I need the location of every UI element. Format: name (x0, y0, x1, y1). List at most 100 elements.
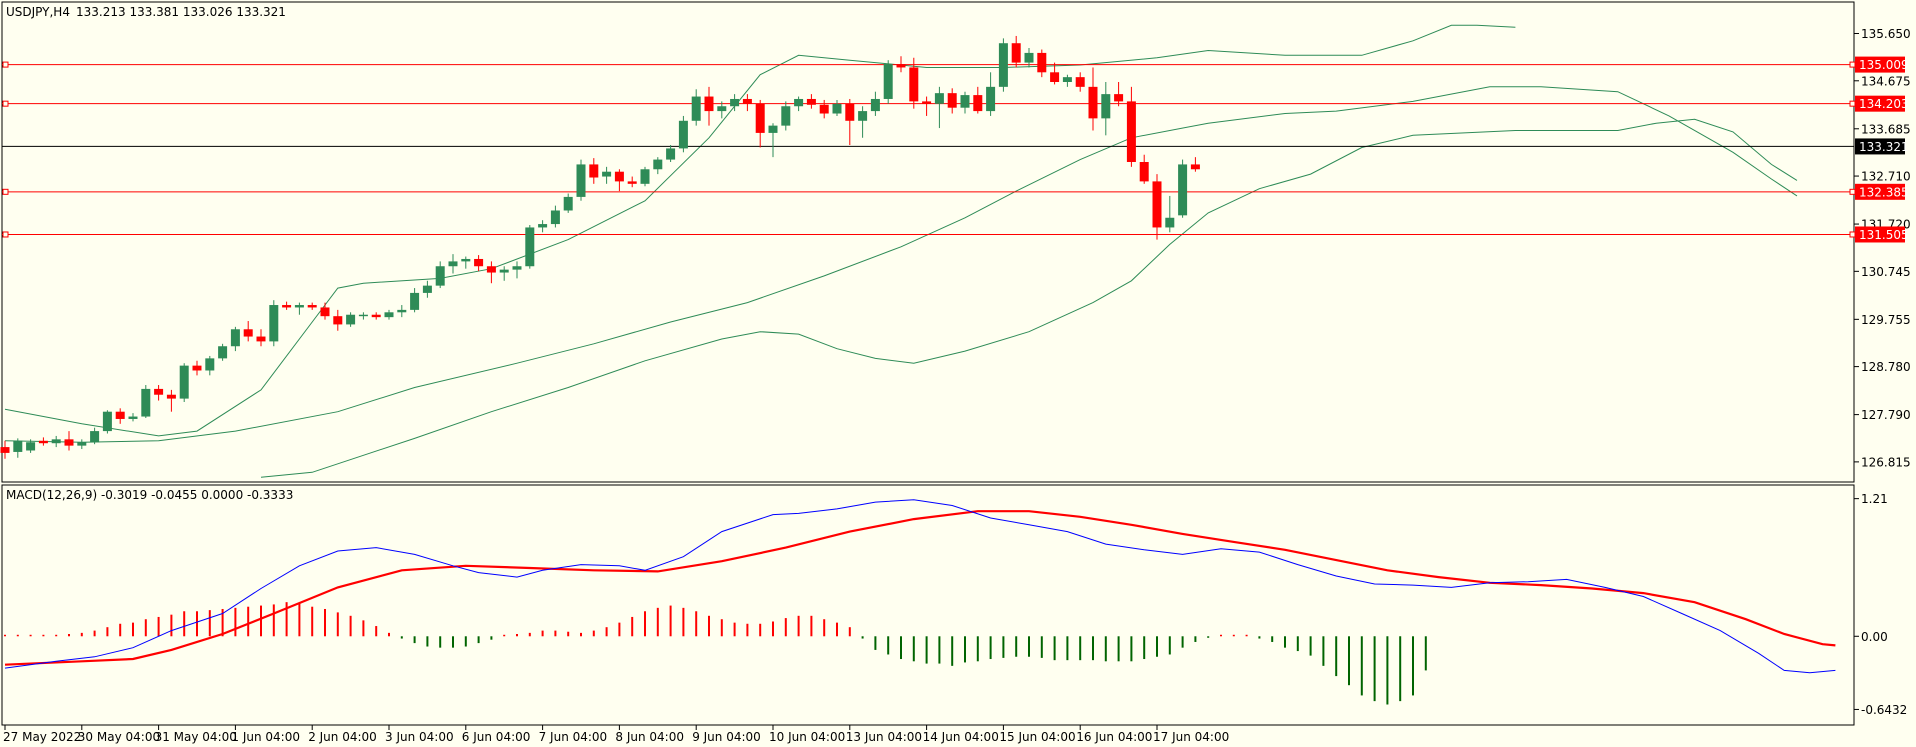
bear-candle (845, 98, 855, 146)
bear-candle (1139, 154, 1149, 184)
candle-body (358, 314, 368, 317)
candle-body (947, 93, 957, 108)
bear-candle (1050, 62, 1060, 85)
bear-candle (282, 301, 292, 310)
candle-body (781, 106, 791, 126)
bull-candle (512, 261, 522, 279)
candle-body (538, 224, 548, 228)
bull-candle (205, 355, 215, 376)
bear-candle (1088, 67, 1098, 131)
candle-body (1178, 164, 1188, 216)
bull-candle (550, 205, 560, 228)
bear-candle (256, 329, 266, 347)
price-tick-label: 133.685 (1861, 122, 1911, 136)
candle-body (1126, 101, 1136, 162)
level-handle[interactable] (2, 188, 9, 195)
level-handle[interactable] (2, 231, 9, 238)
bear-candle (1037, 49, 1047, 78)
candle-body (1024, 52, 1034, 63)
bull-candle (269, 300, 279, 347)
macd-pane[interactable]: 1.21 0.00 -0.6432 MACD(12,26,9) -0.3019 -0… (1, 484, 1907, 726)
bull-candle (141, 385, 151, 418)
candle-body (179, 365, 189, 399)
bull-candle (998, 38, 1008, 92)
bull-candle (410, 288, 420, 313)
bull-candle (26, 439, 36, 453)
bull-candle (448, 254, 458, 274)
candle-body (90, 431, 100, 443)
candle-body (1190, 164, 1200, 170)
time-tick-label: 1 Jun 04:00 (231, 730, 300, 744)
bull-candle (422, 280, 432, 298)
time-tick-label: 6 Jun 04:00 (462, 730, 531, 744)
bear-candle (371, 312, 381, 320)
level-handle[interactable] (2, 100, 9, 107)
bear-candle (1126, 86, 1136, 167)
candle-body (141, 388, 151, 417)
bear-candle (896, 56, 906, 73)
candle-body (640, 169, 650, 184)
bear-candle (320, 302, 330, 320)
macd-signal-line (4, 510, 1836, 666)
bull-candle (461, 256, 471, 269)
bid-price-tag (1855, 138, 1905, 155)
bull-candle (678, 115, 688, 153)
time-tick-label: 16 Jun 04:00 (1076, 730, 1152, 744)
candle-body (269, 305, 279, 342)
bear-candle (922, 96, 932, 116)
chart-title: USDJPY,H4 (6, 5, 70, 19)
candle-body (883, 64, 893, 99)
candle-body (422, 285, 432, 293)
bull-candle (435, 261, 445, 289)
bear-candle (1190, 157, 1200, 172)
candle-body (1139, 162, 1149, 182)
bear-candle (614, 169, 624, 192)
candle-body (922, 101, 932, 104)
macd-axis: 1.21 0.00 -0.6432 (1854, 492, 1907, 717)
candle-body (384, 312, 394, 318)
bear-candle (166, 389, 176, 412)
bollinger-bands (4, 24, 1798, 478)
bear-candle (909, 57, 919, 109)
price-tick-label: 127.790 (1861, 408, 1911, 422)
level-handle[interactable] (1849, 61, 1856, 68)
macd-tick-label: 0.00 (1861, 630, 1888, 644)
candle-body (832, 103, 842, 114)
candle-body (461, 258, 471, 262)
candle-body (1152, 181, 1162, 228)
level-handle[interactable] (1849, 231, 1856, 238)
candle-body (704, 96, 714, 112)
bear-candle (333, 309, 343, 331)
bull-candle (934, 86, 944, 129)
candle-body (614, 171, 624, 182)
bear-candle (973, 86, 983, 114)
candle-body (307, 305, 317, 308)
candle-body (589, 164, 599, 178)
price-pane[interactable]: 135.650134.675133.685132.710131.720130.7… (0, 1, 1911, 483)
time-tick-label: 17 Jun 04:00 (1153, 730, 1229, 744)
candle-body (742, 98, 752, 104)
candle-body (550, 210, 560, 225)
candle-body (230, 329, 240, 347)
candle-body (13, 440, 23, 452)
candle-body (410, 292, 420, 310)
candle-body (563, 196, 573, 211)
time-tick-label: 7 Jun 04:00 (539, 730, 608, 744)
bear-candle (1011, 35, 1021, 68)
bull-candle (781, 101, 791, 131)
candle-body (666, 148, 676, 160)
level-handle[interactable] (1849, 188, 1856, 195)
bull-candle (230, 326, 240, 352)
candle-body (26, 442, 36, 451)
level-handle[interactable] (2, 61, 9, 68)
time-tick-label: 8 Jun 04:00 (615, 730, 684, 744)
level-handle[interactable] (1849, 100, 1856, 107)
bull-candle (563, 193, 573, 213)
time-tick-label: 15 Jun 04:00 (999, 730, 1075, 744)
time-tick-label: 9 Jun 04:00 (692, 730, 761, 744)
bear-candle (742, 94, 752, 112)
candle-body (256, 336, 266, 342)
bollinger-lower (260, 118, 1798, 478)
candle-body (320, 307, 330, 317)
